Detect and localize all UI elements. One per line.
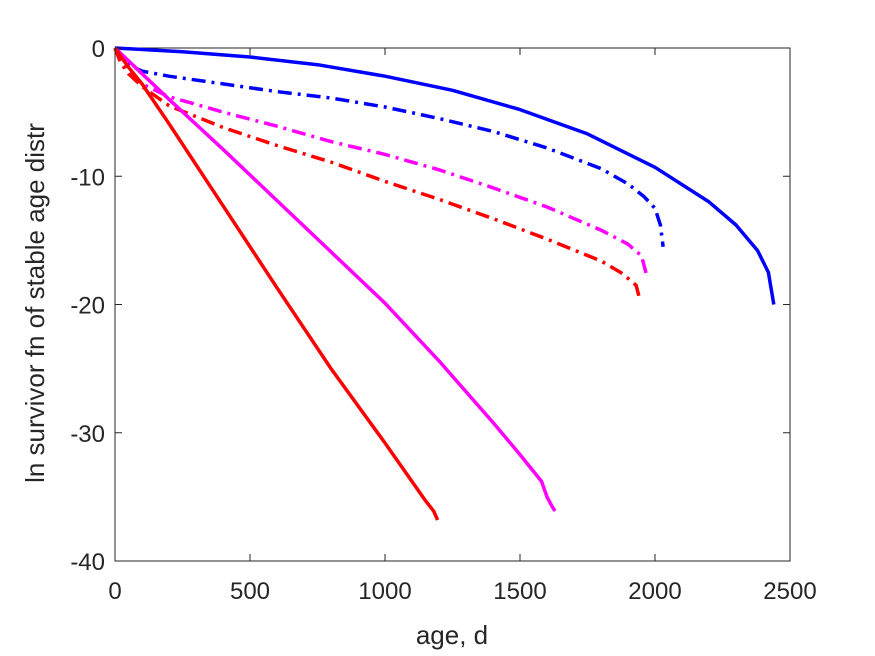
y-tick-label: -20 [70,293,105,320]
y-axis-ticks: 0 -10 -20 -30 -40 [70,36,790,576]
x-tick-label: 2000 [628,578,681,605]
x-tick-label: 1000 [358,578,411,605]
x-tick-label: 1500 [493,578,546,605]
y-axis-title: ln survivor fn of stable age distr [20,123,50,483]
x-axis-title: age, d [416,620,488,650]
x-tick-label: 0 [108,578,121,605]
y-tick-label: 0 [92,36,105,63]
y-tick-label: -40 [70,549,105,576]
x-axis-ticks: 0 500 1000 1500 2000 2500 [108,48,817,605]
series-line-6 [113,46,440,521]
series-line-5 [113,46,557,512]
x-tick-label: 2500 [763,578,816,605]
y-tick-label: -10 [70,164,105,191]
plot-area [114,47,791,562]
x-tick-label: 500 [230,578,270,605]
series-group [113,46,776,521]
series-line-1 [114,46,776,305]
y-tick-label: -30 [70,421,105,448]
series-line-4 [113,47,642,302]
